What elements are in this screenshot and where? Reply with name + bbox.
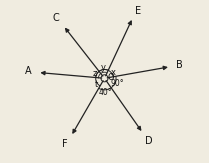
Text: E: E xyxy=(135,6,142,16)
Text: F: F xyxy=(62,139,68,149)
Text: z: z xyxy=(93,69,97,78)
Text: C: C xyxy=(52,13,59,23)
Text: x: x xyxy=(110,67,115,76)
Text: D: D xyxy=(145,136,153,146)
Text: 40°: 40° xyxy=(98,88,112,97)
Text: t: t xyxy=(95,81,98,89)
Text: A: A xyxy=(25,66,32,76)
Text: y: y xyxy=(101,63,106,72)
Text: 90°: 90° xyxy=(111,79,124,88)
Text: O: O xyxy=(107,73,114,82)
Text: B: B xyxy=(176,60,182,70)
